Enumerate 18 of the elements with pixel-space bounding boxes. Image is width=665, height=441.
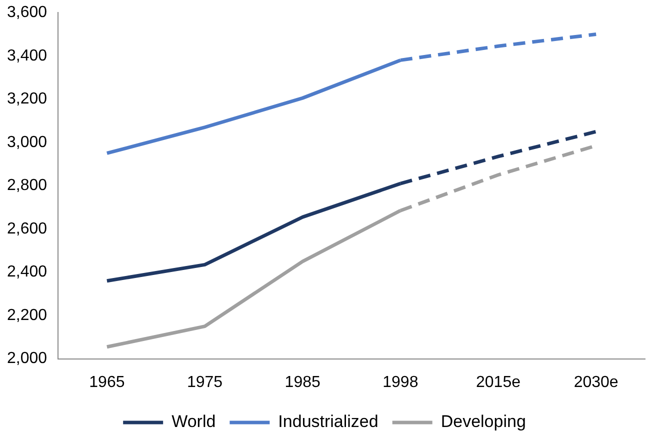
y-tick-label: 2,000 — [6, 350, 48, 368]
legend-label: Industrialized — [278, 412, 378, 432]
y-tick-label: 2,200 — [6, 306, 48, 324]
legend-label: World — [172, 412, 216, 432]
y-tick-label: 2,800 — [6, 177, 48, 194]
x-tick-label: 1985 — [284, 374, 321, 391]
x-tick-label: 2015e — [476, 374, 521, 391]
x-tick-label: 1975 — [186, 374, 223, 391]
x-tick-label: 1998 — [382, 374, 418, 391]
y-tick-label: 2,400 — [6, 264, 48, 281]
y-tick-label: 3,200 — [6, 90, 48, 108]
legend-label: Developing — [440, 412, 526, 432]
x-tick-label: 2030e — [574, 374, 618, 391]
y-tick-label: 2,600 — [6, 220, 48, 238]
x-tick-label: 1965 — [89, 374, 125, 391]
y-tick-label: 3,400 — [6, 47, 48, 64]
y-tick-label: 3,600 — [6, 4, 48, 22]
y-tick-label: 3,000 — [6, 134, 48, 151]
